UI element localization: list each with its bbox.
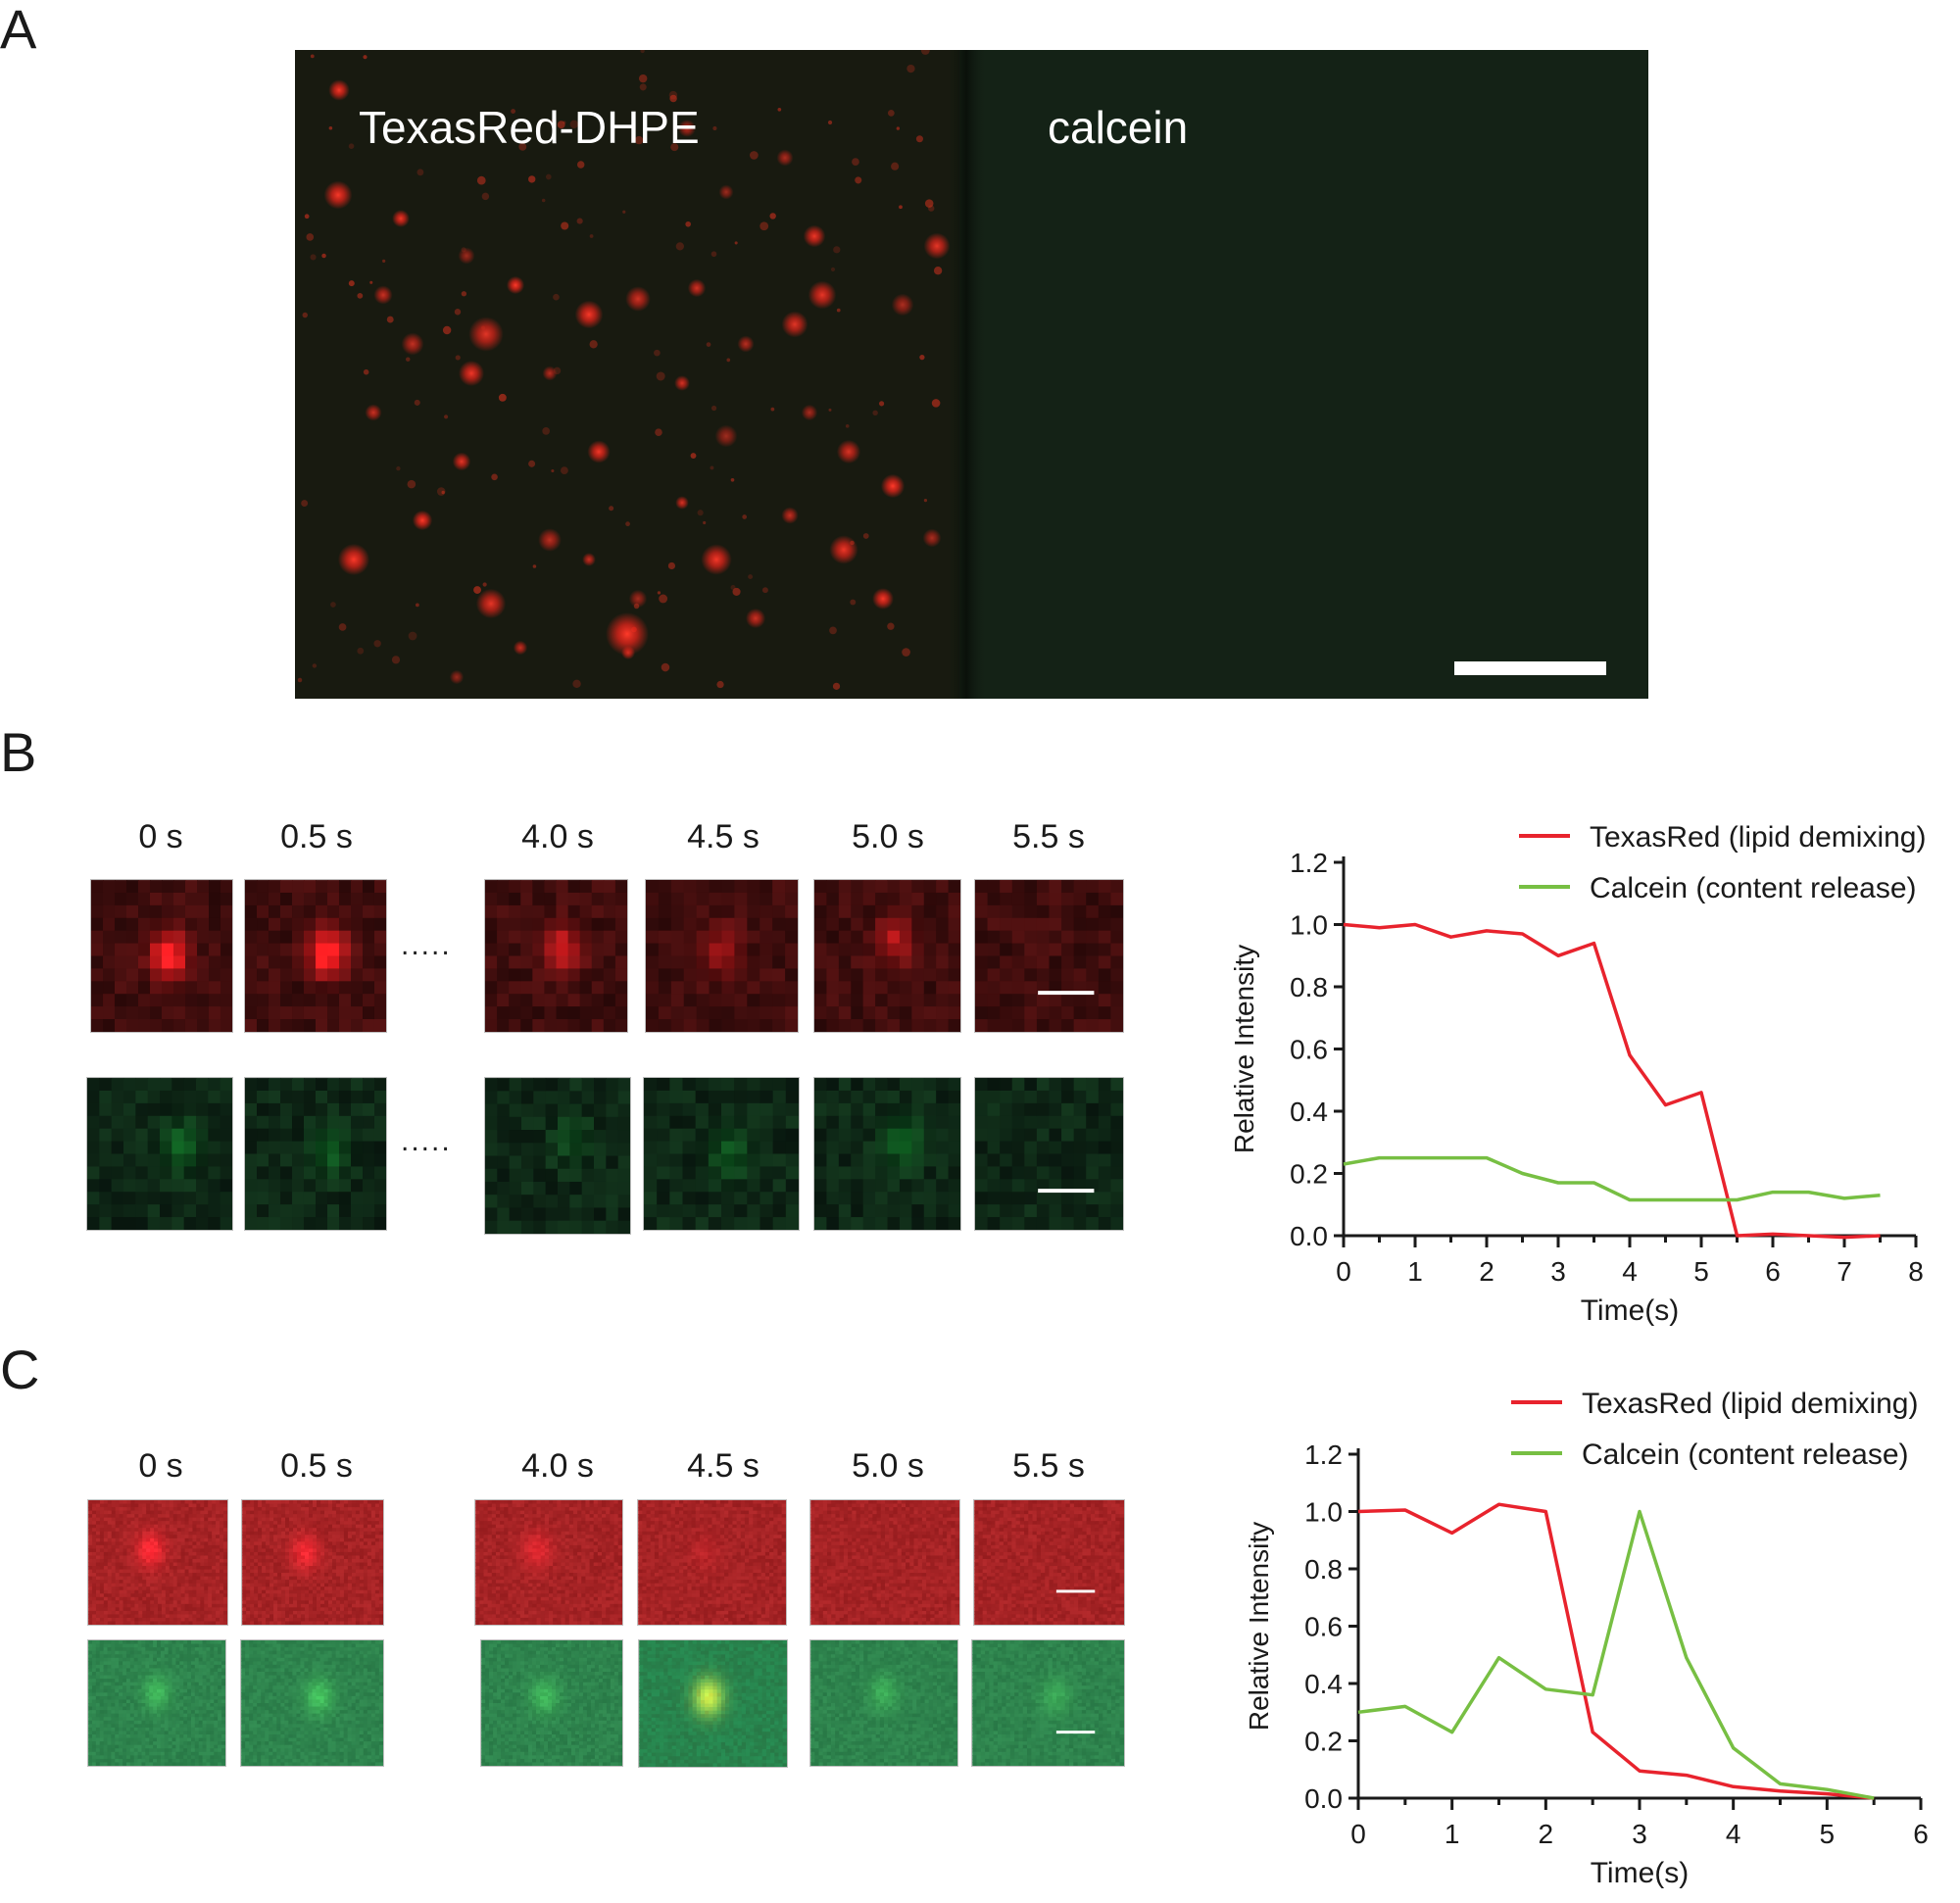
thumb-c-red-4-5 xyxy=(637,1499,787,1626)
time-label-b-4-5: 4.5 s xyxy=(650,820,797,854)
time-label-b-4-0: 4.0 s xyxy=(484,820,631,854)
chart-b-legend-label-1: Calcein (content release) xyxy=(1590,872,1917,904)
chart-b-ytick-label: 0.6 xyxy=(1290,1035,1328,1065)
time-label-b-5-5: 5.5 s xyxy=(975,820,1122,854)
chart-c-xtick-label: 4 xyxy=(1726,1819,1741,1849)
thumb-b-green-5-5 xyxy=(974,1077,1124,1231)
chart-c: 0.0 0.2 0.4 0.6 0.8 1.0 1.2 0 1 2 3 4 5 6 Time(s) Relat… xyxy=(1196,1382,1940,1898)
thumb-c-green-4-5 xyxy=(638,1639,788,1768)
thumb-b-green-4-5 xyxy=(643,1077,800,1231)
chart-b-xtick-label: 7 xyxy=(1837,1256,1852,1287)
chart-c-xtick-label: 1 xyxy=(1445,1819,1460,1849)
chart-c-ytick-label: 1.0 xyxy=(1304,1497,1343,1528)
chart-c-xtick-label: 0 xyxy=(1350,1819,1366,1849)
chart-c-xtick-label: 3 xyxy=(1632,1819,1647,1849)
thumb-c-red-5-5 xyxy=(973,1499,1125,1626)
thumb-c-green-0-5 xyxy=(240,1639,384,1767)
panel-letter-b: B xyxy=(0,725,36,780)
ellipsis-b-red: ..... xyxy=(401,929,452,962)
thumb-b-green-4-0 xyxy=(484,1077,631,1235)
chart-b-ytick-label: 0.8 xyxy=(1290,972,1328,1002)
time-label-c-4-5: 4.5 s xyxy=(650,1449,797,1483)
chart-b-ytick-label: 0.2 xyxy=(1290,1159,1328,1190)
chart-c-axes: 0.0 0.2 0.4 0.6 0.8 1.0 1.2 0 1 2 3 4 5 6 Time(s) Relat… xyxy=(1244,1439,1929,1889)
time-label-c-0: 0 s xyxy=(87,1449,234,1483)
chart-b-xtick-label: 3 xyxy=(1550,1256,1566,1287)
thumb-c-green-4-0 xyxy=(480,1639,623,1767)
calcein-label: calcein xyxy=(1048,105,1188,150)
chart-c-legend-label-0: TexasRed (lipid demixing) xyxy=(1582,1388,1918,1420)
chart-b-xtick-label: 5 xyxy=(1693,1256,1709,1287)
chart-c-ytick-label: 0.8 xyxy=(1304,1554,1343,1585)
chart-c-legend-label-1: Calcein (content release) xyxy=(1582,1439,1909,1471)
panel-letter-a: A xyxy=(0,2,36,57)
chart-b-ytick-label: 0.0 xyxy=(1290,1221,1328,1251)
chart-c-xtick-label: 6 xyxy=(1913,1819,1929,1849)
chart-c-series-1-line xyxy=(1358,1512,1874,1799)
chart-c-ylabel: Relative Intensity xyxy=(1244,1522,1274,1731)
panel-letter-c: C xyxy=(0,1342,39,1397)
chart-b-xtick-label: 4 xyxy=(1622,1256,1638,1287)
chart-c-ytick-label: 0.2 xyxy=(1304,1727,1343,1757)
thumb-c-green-5-0 xyxy=(809,1639,958,1767)
chart-b-ylabel: Relative Intensity xyxy=(1229,945,1259,1153)
thumb-b-green-5-0 xyxy=(813,1077,961,1231)
thumb-c-red-5-0 xyxy=(809,1499,960,1626)
thumb-c-green-0 xyxy=(87,1639,226,1767)
chart-c-series-0-line xyxy=(1358,1504,1874,1798)
time-label-c-5-0: 5.0 s xyxy=(814,1449,961,1483)
chart-b-ytick-label: 1.2 xyxy=(1290,848,1328,878)
thumb-b-red-5-5 xyxy=(974,879,1124,1033)
chart-b-ytick-label: 1.0 xyxy=(1290,910,1328,941)
thumb-b-green-0 xyxy=(86,1077,233,1231)
thumb-c-green-5-5 xyxy=(971,1639,1125,1767)
chart-b-legend-label-0: TexasRed (lipid demixing) xyxy=(1590,821,1926,854)
chart-b-xtick-label: 0 xyxy=(1336,1256,1351,1287)
chart-c-xtick-label: 5 xyxy=(1820,1819,1836,1849)
thumb-b-red-4-0 xyxy=(484,879,628,1033)
chart-b-series-1-line xyxy=(1344,1158,1881,1200)
thumb-b-red-0-5 xyxy=(244,879,387,1033)
thumb-b-red-0 xyxy=(90,879,233,1033)
scale-bar xyxy=(1454,661,1606,675)
chart-b-xtick-label: 1 xyxy=(1407,1256,1423,1287)
chart-b-axes: 0.0 0.2 0.4 0.6 0.8 1.0 1.2 0 1 2 3 4 5 6 7 8 Time(s) Rel… xyxy=(1229,848,1924,1327)
thumb-b-red-5-0 xyxy=(813,879,961,1033)
thumb-c-red-4-0 xyxy=(474,1499,623,1626)
chart-c-ytick-label: 0.6 xyxy=(1304,1612,1343,1642)
thumb-b-green-0-5 xyxy=(244,1077,387,1231)
chart-b-xtick-label: 8 xyxy=(1908,1256,1924,1287)
chart-c-svg: 0.0 0.2 0.4 0.6 0.8 1.0 1.2 0 1 2 3 4 5 6 Time(s) Relat… xyxy=(1196,1382,1940,1898)
chart-c-ytick-label: 0.4 xyxy=(1304,1669,1343,1699)
time-label-c-5-5: 5.5 s xyxy=(975,1449,1122,1483)
chart-b-xtick-label: 6 xyxy=(1765,1256,1781,1287)
thumb-b-red-4-5 xyxy=(645,879,799,1033)
thumb-c-red-0-5 xyxy=(241,1499,384,1626)
chart-c-xtick-label: 2 xyxy=(1539,1819,1554,1849)
time-label-b-5-0: 5.0 s xyxy=(814,820,961,854)
chart-b: 0.0 0.2 0.4 0.6 0.8 1.0 1.2 0 1 2 3 4 5 6 7 8 Time(s) Rel… xyxy=(1196,813,1940,1362)
thumb-c-red-0 xyxy=(87,1499,228,1626)
chart-c-xlabel: Time(s) xyxy=(1591,1857,1690,1889)
texasred-dhpe-label: TexasRed-DHPE xyxy=(359,105,700,150)
chart-c-ytick-label: 0.0 xyxy=(1304,1783,1343,1814)
chart-b-svg: 0.0 0.2 0.4 0.6 0.8 1.0 1.2 0 1 2 3 4 5 6 7 8 Time(s) Rel… xyxy=(1196,813,1940,1362)
time-label-c-4-0: 4.0 s xyxy=(484,1449,631,1483)
time-label-c-0-5: 0.5 s xyxy=(243,1449,390,1483)
chart-b-xtick-label: 2 xyxy=(1479,1256,1494,1287)
time-label-b-0: 0 s xyxy=(87,820,234,854)
chart-b-ytick-label: 0.4 xyxy=(1290,1097,1328,1127)
chart-b-xlabel: Time(s) xyxy=(1581,1294,1680,1327)
ellipsis-b-green: ..... xyxy=(401,1125,452,1158)
time-label-b-0-5: 0.5 s xyxy=(243,820,390,854)
chart-c-ytick-label: 1.2 xyxy=(1304,1439,1343,1470)
